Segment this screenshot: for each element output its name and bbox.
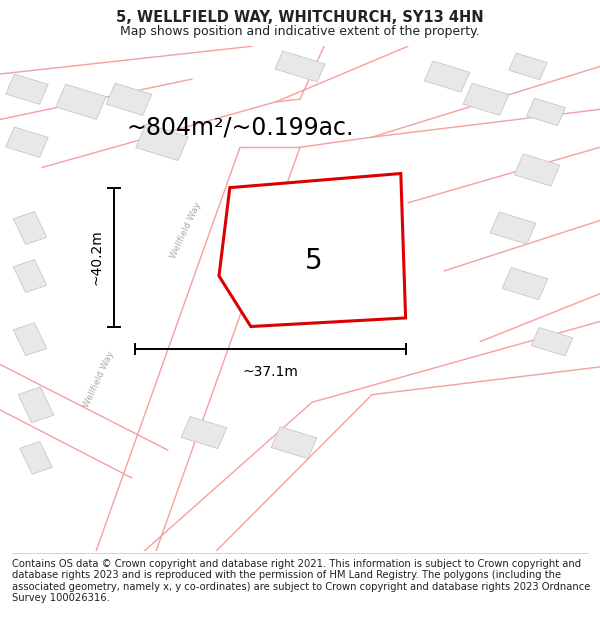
Polygon shape: [509, 53, 547, 80]
Polygon shape: [424, 61, 470, 92]
Polygon shape: [463, 83, 509, 116]
Polygon shape: [181, 416, 227, 449]
Text: ~37.1m: ~37.1m: [242, 366, 298, 379]
Text: Wellfield Way: Wellfield Way: [169, 201, 203, 260]
Polygon shape: [219, 174, 406, 326]
Polygon shape: [502, 268, 548, 299]
Polygon shape: [514, 154, 560, 186]
Text: 5, WELLFIELD WAY, WHITCHURCH, SY13 4HN: 5, WELLFIELD WAY, WHITCHURCH, SY13 4HN: [116, 10, 484, 25]
Polygon shape: [13, 259, 47, 292]
Text: Map shows position and indicative extent of the property.: Map shows position and indicative extent…: [120, 25, 480, 38]
Polygon shape: [13, 322, 47, 356]
Polygon shape: [20, 441, 52, 474]
Text: Wellfield Way: Wellfield Way: [82, 350, 116, 409]
Polygon shape: [106, 83, 152, 116]
Polygon shape: [56, 84, 106, 119]
Text: ~40.2m: ~40.2m: [89, 229, 103, 285]
Polygon shape: [271, 427, 317, 459]
Polygon shape: [6, 127, 48, 158]
Polygon shape: [527, 98, 565, 126]
Polygon shape: [490, 212, 536, 244]
Polygon shape: [18, 387, 54, 422]
Polygon shape: [275, 51, 325, 82]
Text: Contains OS data © Crown copyright and database right 2021. This information is : Contains OS data © Crown copyright and d…: [12, 559, 590, 603]
Text: 5: 5: [304, 248, 322, 276]
Polygon shape: [136, 124, 188, 161]
Polygon shape: [13, 212, 47, 244]
Polygon shape: [6, 74, 48, 104]
Polygon shape: [286, 242, 350, 285]
Text: ~804m²/~0.199ac.: ~804m²/~0.199ac.: [127, 115, 353, 139]
Polygon shape: [531, 328, 573, 356]
